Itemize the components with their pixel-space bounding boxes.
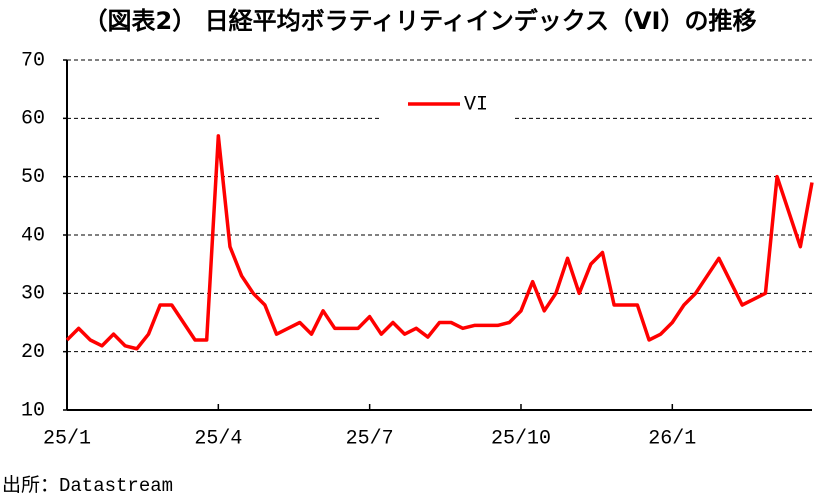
- y-tick-label: 60: [21, 108, 45, 131]
- y-tick-label: 70: [21, 49, 45, 72]
- y-tick-label: 40: [21, 224, 45, 247]
- x-tick-label: 25/10: [491, 427, 551, 450]
- y-tick-label: 50: [21, 166, 45, 189]
- x-tick-label: 25/4: [194, 427, 242, 450]
- chart-title: （図表2） 日経平均ボラティリティインデックス（VI）の推移: [84, 7, 757, 35]
- x-tick-label: 25/7: [346, 427, 394, 450]
- y-tick-label: 10: [21, 399, 45, 422]
- line-series: [65, 134, 814, 351]
- x-tick-label: 25/1: [43, 427, 91, 450]
- y-tick-label: 30: [21, 283, 45, 306]
- source: 出所：Datastream: [2, 474, 173, 497]
- x-tick-label: 26/1: [648, 427, 696, 450]
- y-tick-label: 20: [21, 341, 45, 364]
- legend-label: VI: [464, 93, 488, 116]
